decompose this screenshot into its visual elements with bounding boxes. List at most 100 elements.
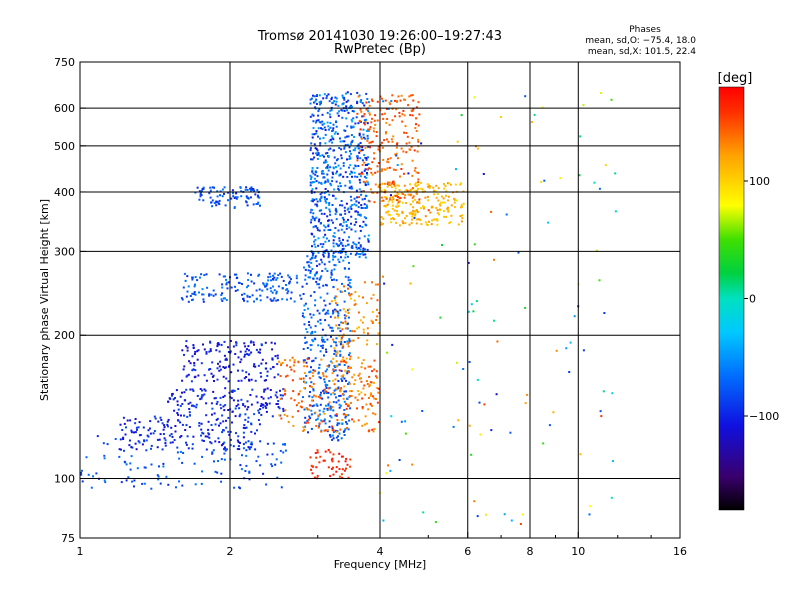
data-point: [341, 476, 344, 479]
data-point: [358, 151, 361, 154]
data-point: [357, 213, 360, 216]
data-point: [303, 372, 306, 374]
data-point: [367, 156, 369, 159]
data-point: [224, 297, 226, 300]
data-point: [377, 387, 380, 390]
data-point: [346, 255, 349, 258]
data-point: [382, 100, 385, 103]
data-point: [227, 281, 230, 284]
data-point: [336, 244, 339, 247]
data-point: [312, 465, 315, 468]
data-point: [319, 397, 322, 400]
data-point: [313, 217, 316, 220]
data-point: [391, 207, 394, 210]
data-point: [370, 98, 373, 101]
data-point: [398, 200, 401, 203]
data-point: [387, 107, 390, 110]
data-point: [275, 299, 278, 302]
data-point: [304, 274, 307, 277]
data-point: [344, 136, 347, 139]
data-point: [196, 394, 199, 397]
data-point: [323, 429, 326, 432]
data-point: [345, 227, 348, 230]
data-point: [224, 449, 227, 452]
data-point: [365, 176, 368, 179]
data-point: [248, 448, 251, 451]
data-point: [342, 221, 345, 224]
data-point: [362, 207, 365, 209]
data-point: [324, 133, 327, 136]
data-point: [389, 102, 392, 105]
data-point: [336, 158, 339, 161]
data-point: [359, 108, 362, 111]
data-point: [312, 389, 315, 392]
data-point: [310, 97, 313, 100]
data-point: [319, 276, 322, 279]
data-point: [272, 299, 275, 302]
colorbar: [718, 86, 745, 511]
data-point: [334, 264, 337, 267]
data-point: [87, 473, 90, 476]
data-point: [315, 466, 318, 469]
data-point: [325, 311, 328, 314]
data-point: [290, 368, 293, 371]
data-point: [293, 300, 296, 303]
data-point: [350, 395, 353, 398]
data-point: [315, 130, 318, 133]
data-point: [326, 215, 329, 218]
data-point: [375, 398, 377, 400]
data-point: [439, 209, 442, 212]
data-point: [335, 354, 338, 357]
data-point: [310, 181, 313, 184]
data-point: [309, 385, 311, 388]
data-point: [201, 470, 204, 473]
data-point: [312, 216, 314, 219]
data-point: [309, 102, 312, 105]
data-point: [328, 113, 331, 116]
data-point: [245, 371, 248, 374]
data-point: [140, 434, 142, 436]
data-point: [254, 432, 256, 435]
data-point: [130, 431, 133, 434]
data-point: [211, 205, 214, 208]
data-point: [218, 350, 221, 353]
data-point: [374, 114, 377, 117]
data-point: [418, 198, 421, 201]
data-point: [335, 344, 338, 347]
data-point: [335, 436, 338, 439]
data-point: [130, 446, 133, 449]
data-point: [377, 421, 380, 424]
data-point: [427, 199, 430, 202]
data-point: [329, 109, 332, 112]
data-point: [216, 195, 219, 198]
data-point: [259, 299, 262, 302]
data-point: [381, 146, 384, 149]
data-point: [320, 391, 322, 394]
data-point: [218, 441, 221, 444]
data-point: [128, 444, 131, 447]
data-point: [222, 396, 225, 398]
data-point: [342, 413, 345, 416]
data-point: [317, 344, 320, 347]
data-point: [324, 384, 327, 387]
data-point: [503, 513, 506, 516]
data-point: [357, 206, 360, 209]
stats-heading: Phases: [629, 25, 661, 35]
data-point: [239, 350, 242, 353]
data-point: [404, 222, 407, 225]
data-point: [138, 434, 141, 437]
data-point: [184, 429, 187, 431]
data-point: [208, 350, 211, 353]
data-point: [239, 464, 242, 467]
data-point: [332, 370, 335, 373]
data-point: [384, 168, 387, 171]
data-point: [329, 415, 332, 417]
data-point: [222, 420, 225, 423]
data-point: [359, 150, 362, 152]
data-point: [351, 120, 354, 123]
data-point: [348, 419, 351, 422]
data-point: [359, 248, 362, 251]
data-point: [376, 100, 379, 103]
data-point: [193, 291, 196, 294]
data-point: [133, 479, 136, 482]
